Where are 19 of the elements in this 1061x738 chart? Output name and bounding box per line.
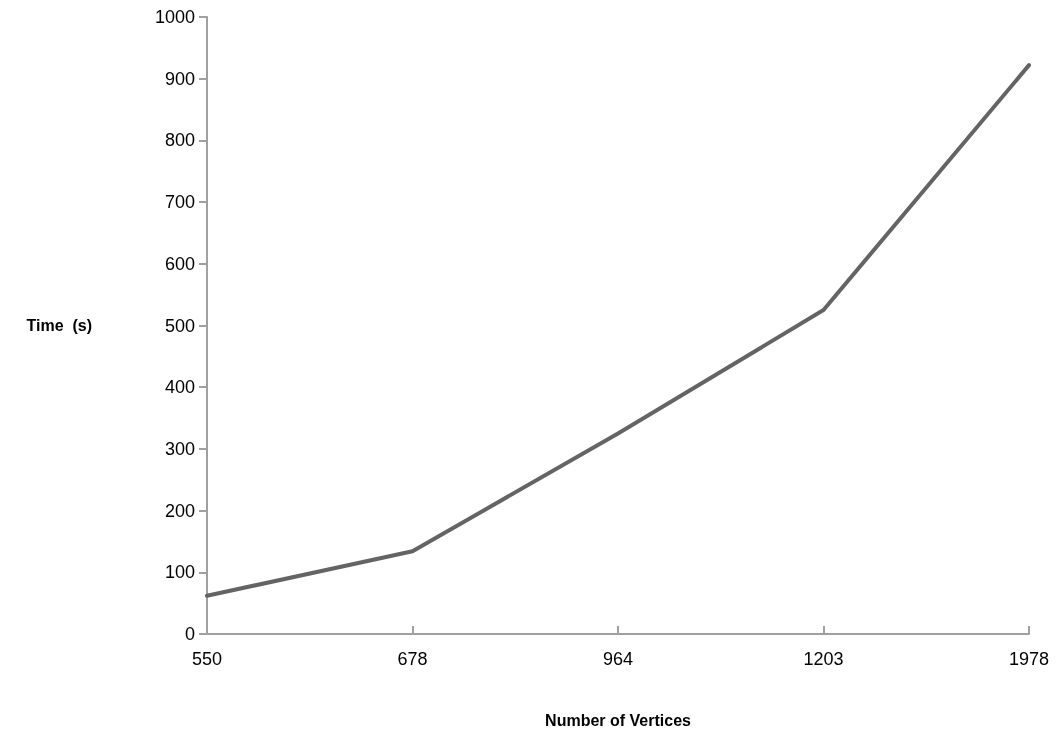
x-tick-label: 1978 (1008, 649, 1050, 669)
x-tick-label: 1203 (803, 649, 844, 669)
line-series (205, 63, 1031, 598)
y-tick-label: 300 (164, 438, 195, 459)
x-axis-title: Number of Vertices (545, 711, 692, 729)
y-axis-title: Time (s) (26, 317, 92, 334)
x-tick-label: 964 (602, 649, 634, 669)
x-tick-label: 678 (397, 649, 428, 669)
y-tick-label: 100 (164, 562, 195, 583)
y-tick-label: 500 (164, 315, 195, 336)
y-tick-label: 1000 (154, 7, 195, 27)
y-tick-label: 400 (164, 377, 195, 398)
y-tick-label: 0 (184, 624, 195, 644)
y-tick-label: 600 (164, 253, 195, 274)
y-tick-label: 200 (164, 500, 195, 521)
x-tick-label: 550 (191, 649, 223, 669)
y-tick-label: 700 (164, 192, 195, 213)
y-tick-label: 800 (164, 130, 195, 151)
y-tick-label: 900 (164, 68, 195, 89)
